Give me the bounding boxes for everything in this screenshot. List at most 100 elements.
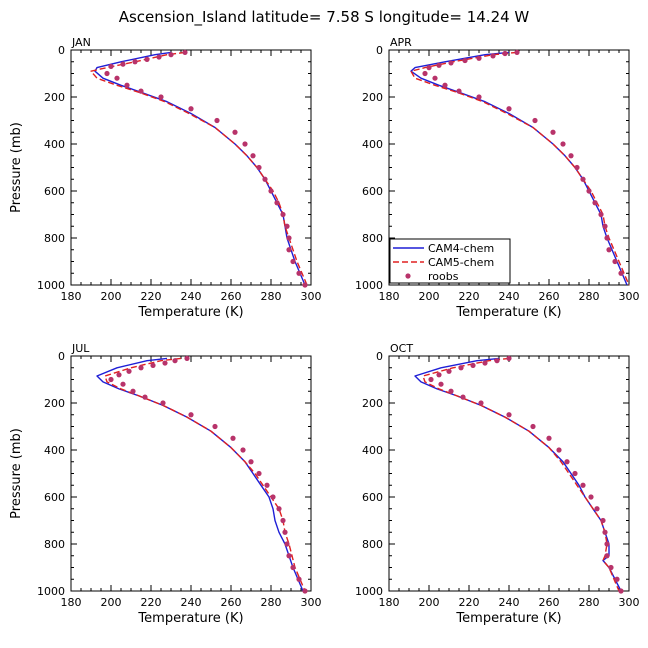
cam4-line [414, 357, 622, 592]
roobs-point [432, 75, 438, 81]
x-axis-label: Temperature (K) [137, 611, 243, 626]
x-tick-label: 240 [181, 290, 202, 303]
roobs-point [490, 53, 496, 59]
panel-label: APR [390, 36, 412, 49]
roobs-point [560, 141, 566, 147]
x-tick-label: 200 [101, 290, 122, 303]
x-tick-label: 260 [221, 290, 242, 303]
panels-group: 180 200 220 240 260 280 300 0 200 400 600 800 1000 Te… [9, 36, 640, 626]
roobs-point [502, 50, 508, 57]
roobs-point [274, 200, 280, 206]
roobs-point [242, 141, 248, 147]
roobs-point [262, 176, 268, 182]
roobs-point [290, 258, 296, 265]
y-tick-label: 800 [44, 538, 65, 551]
roobs-point [618, 270, 624, 276]
y-tick-label: 200 [362, 91, 383, 104]
roobs-point [506, 106, 512, 112]
roobs-point [144, 56, 150, 63]
panel-label: JAN [71, 36, 91, 49]
roobs-point [108, 63, 114, 70]
roobs-point [256, 470, 262, 477]
y-axis-label: Pressure (mb) [9, 122, 24, 213]
y-tick-label: 1000 [37, 279, 65, 292]
roobs-point [232, 129, 238, 135]
roobs-point [138, 365, 144, 371]
roobs-point [256, 164, 262, 171]
roobs-point [608, 564, 614, 571]
roobs-point [284, 541, 290, 547]
roobs-point [546, 435, 552, 441]
y-tick-label: 600 [362, 185, 383, 198]
x-tick-label: 200 [101, 596, 122, 609]
x-tick-label: 200 [419, 596, 440, 609]
roobs-point [126, 368, 132, 374]
roobs-point [188, 106, 194, 112]
roobs-point [302, 588, 308, 594]
roobs-point [612, 258, 618, 265]
roobs-point [568, 153, 574, 159]
roobs-point [614, 576, 620, 582]
x-tick-label: 240 [181, 596, 202, 609]
panel-label: JUL [71, 342, 90, 355]
x-tick-label: 180 [379, 290, 400, 303]
x-tick-label: 300 [619, 596, 640, 609]
roobs-point [470, 362, 476, 368]
roobs-point [138, 88, 144, 94]
roobs-point [286, 553, 292, 559]
x-tick-label: 220 [459, 596, 480, 609]
x-axis-label: Temperature (K) [455, 611, 561, 626]
legend-label-cam5: CAM5-chem [428, 256, 494, 269]
x-tick-label: 200 [419, 290, 440, 303]
y-tick-label: 0 [376, 350, 383, 363]
panel-jul: 180 200 220 240 260 280 300 0 200 400 600 800 1000 Te… [9, 342, 322, 626]
roobs-point [476, 94, 482, 100]
x-tick-label: 240 [499, 596, 520, 609]
y-tick-label: 1000 [355, 585, 383, 598]
x-tick-label: 180 [379, 596, 400, 609]
roobs-point [162, 360, 168, 366]
x-tick-label: 300 [301, 290, 322, 303]
panel-oct: 180 200 220 240 260 280 300 0 200 400 600 800 1000 Te… [355, 342, 640, 626]
x-tick-label: 240 [499, 290, 520, 303]
roobs-point [514, 49, 520, 55]
roobs-point [604, 235, 610, 241]
roobs-point [580, 482, 586, 488]
roobs-point [428, 376, 434, 383]
roobs-point [564, 459, 570, 465]
roobs-point [436, 372, 442, 378]
y-tick-label: 600 [44, 491, 65, 504]
roobs-point [172, 358, 178, 364]
roobs-point [606, 247, 612, 253]
roobs-point [124, 82, 130, 88]
roobs-point [604, 541, 610, 547]
roobs-point [456, 88, 462, 94]
roobs-point [602, 223, 608, 229]
x-tick-label: 300 [301, 596, 322, 609]
roobs-point [506, 412, 512, 418]
x-tick-label: 260 [221, 596, 242, 609]
roobs-point [286, 247, 292, 253]
roobs-point [284, 223, 290, 229]
y-tick-label: 800 [44, 232, 65, 245]
roobs-point [184, 355, 190, 361]
plot-frame [388, 355, 630, 592]
y-tick-label: 800 [362, 538, 383, 551]
roobs-point [116, 372, 122, 378]
roobs-point [618, 588, 624, 594]
x-tick-label: 280 [261, 290, 282, 303]
roobs-point [446, 368, 452, 374]
y-tick-label: 400 [44, 138, 65, 151]
roobs-point [448, 388, 454, 394]
panel-label: OCT [390, 342, 413, 355]
roobs-point [532, 117, 538, 124]
roobs-point [182, 49, 188, 55]
y-tick-label: 0 [58, 44, 65, 57]
y-tick-label: 400 [362, 444, 383, 457]
x-tick-label: 300 [619, 290, 640, 303]
roobs-point [506, 355, 512, 361]
x-tick-label: 280 [579, 596, 600, 609]
x-tick-label: 220 [141, 290, 162, 303]
y-tick-label: 200 [44, 397, 65, 410]
roobs-point [230, 435, 236, 441]
